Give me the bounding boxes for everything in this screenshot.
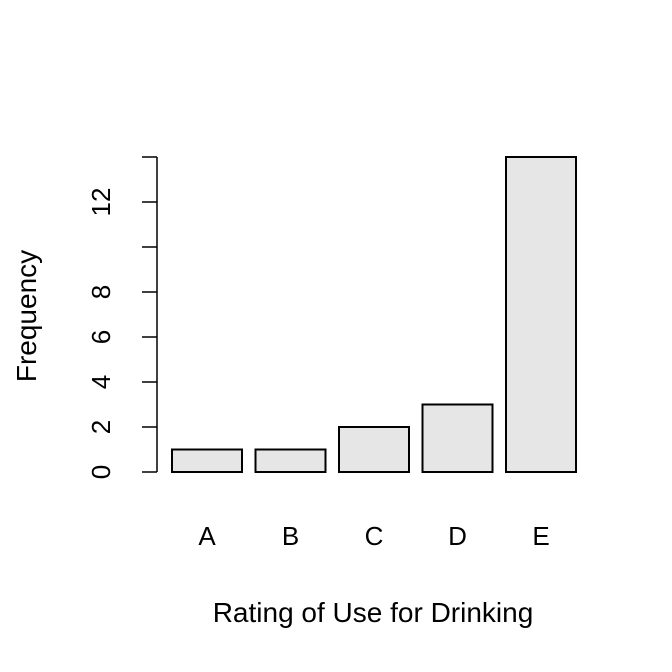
bar-c [338, 426, 410, 473]
y-tick-label-4: 4 [86, 375, 116, 389]
bar-e [505, 156, 577, 473]
y-tick-label-2: 2 [86, 420, 116, 434]
y-tick-label-0: 0 [86, 465, 116, 479]
y-tick-label-12: 12 [86, 188, 116, 217]
category-labels: A B C D E [198, 521, 549, 551]
category-label-a: A [198, 521, 216, 551]
y-axis-title: Frequency [11, 250, 42, 382]
category-label-e: E [532, 521, 549, 551]
bar-a [171, 448, 243, 473]
y-tick-label-6: 6 [86, 330, 116, 344]
category-label-d: D [448, 521, 467, 551]
x-axis-title: Rating of Use for Drinking [213, 597, 534, 628]
category-label-c: C [365, 521, 384, 551]
y-tick-label-8: 8 [86, 285, 116, 299]
bars-group [171, 156, 577, 473]
category-label-b: B [282, 521, 299, 551]
bar-d [421, 403, 494, 473]
y-axis: 0 2 4 6 8 12 [86, 156, 158, 479]
bar-b [254, 448, 327, 473]
